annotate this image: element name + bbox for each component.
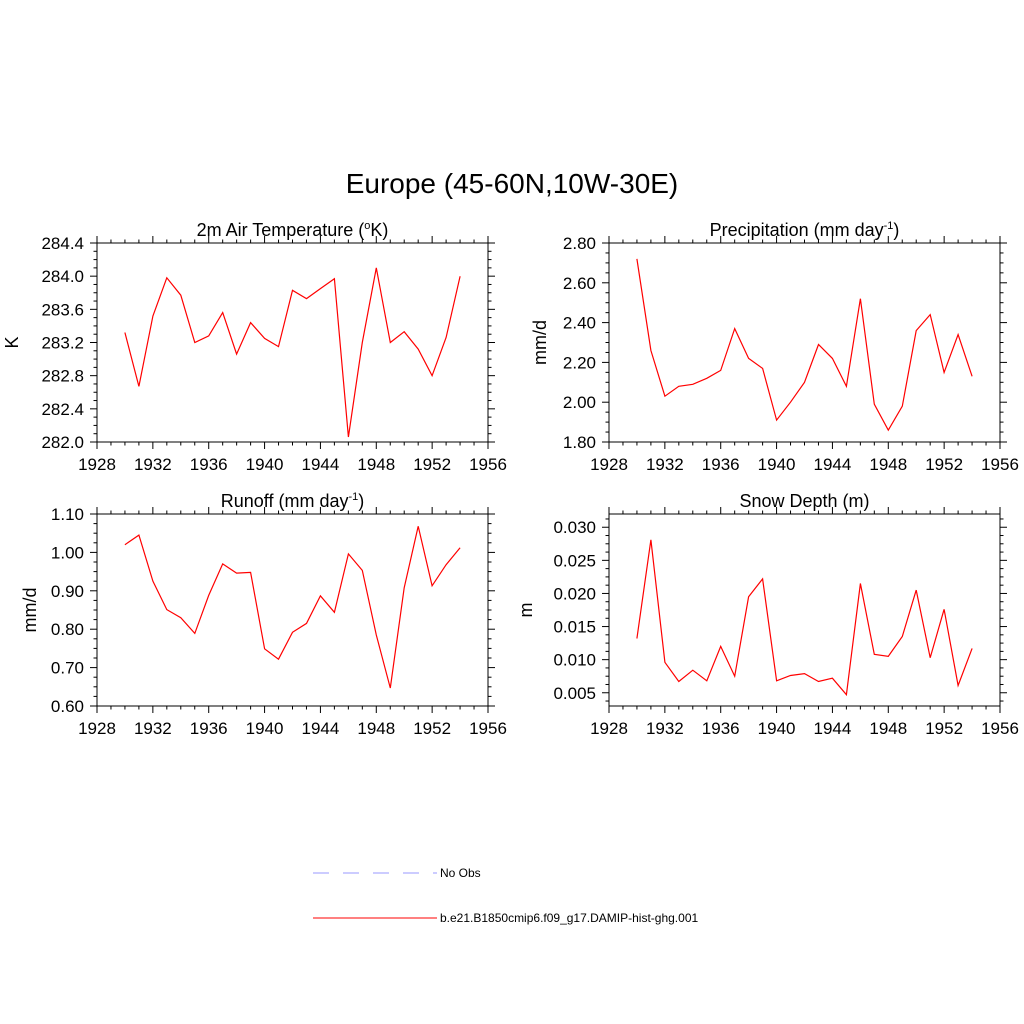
y-tick-label: 0.025 xyxy=(553,551,596,570)
chart-title: Precipitation (mm day-1) xyxy=(710,220,900,240)
y-axis-label: mm/d xyxy=(20,588,40,633)
series-line xyxy=(636,258,973,432)
chart-panel-3: 1928 1932 1936 1940 1944 1948 1952 1956 0.005 0.0… xyxy=(516,491,1019,738)
x-tick-label: 1948 xyxy=(869,719,907,738)
y-tick-label: 282.8 xyxy=(41,367,84,386)
x-tick-label: 1956 xyxy=(981,455,1019,474)
x-tick-label: 1944 xyxy=(302,719,340,738)
y-tick-label: 1.10 xyxy=(51,505,84,524)
x-tick-label: 1948 xyxy=(357,719,395,738)
y-tick-label: 2.20 xyxy=(563,353,596,372)
x-tick-label: 1948 xyxy=(357,455,395,474)
x-tick-label: 1944 xyxy=(814,719,852,738)
y-tick-label: 2.60 xyxy=(563,274,596,293)
x-tick-label: 1936 xyxy=(190,719,228,738)
y-axis-label: K xyxy=(2,336,22,348)
series-line xyxy=(636,539,973,697)
x-tick-label: 1940 xyxy=(246,719,284,738)
y-tick-label: 0.60 xyxy=(51,697,84,716)
x-tick-label: 1944 xyxy=(814,455,852,474)
x-tick-label: 1932 xyxy=(134,455,172,474)
x-tick-label: 1952 xyxy=(413,719,451,738)
x-tick-label: 1928 xyxy=(590,719,628,738)
y-tick-label: 0.010 xyxy=(553,651,596,670)
x-tick-label: 1952 xyxy=(925,719,963,738)
x-tick-label: 1936 xyxy=(702,719,740,738)
chart-title: 2m Air Temperature (oK) xyxy=(197,220,389,240)
y-tick-label: 0.80 xyxy=(51,620,84,639)
y-axis-label: mm/d xyxy=(530,320,550,365)
y-tick-label: 0.90 xyxy=(51,582,84,601)
y-tick-label: 0.030 xyxy=(553,518,596,537)
x-tick-label: 1940 xyxy=(758,455,796,474)
y-tick-label: 282.4 xyxy=(41,400,84,419)
y-tick-label: 2.40 xyxy=(563,314,596,333)
x-tick-label: 1956 xyxy=(469,455,507,474)
chart-panel-2: 1928 1932 1936 1940 1944 1948 1952 1956 0.60 0.70… xyxy=(20,491,507,738)
y-tick-label: 0.70 xyxy=(51,659,84,678)
y-tick-label: 0.005 xyxy=(553,684,596,703)
x-tick-label: 1948 xyxy=(869,455,907,474)
x-tick-label: 1936 xyxy=(702,455,740,474)
y-tick-label: 282.0 xyxy=(41,433,84,452)
chart-title: Runoff (mm day-1) xyxy=(221,491,365,511)
x-tick-label: 1944 xyxy=(302,455,340,474)
x-tick-label: 1932 xyxy=(134,719,172,738)
y-tick-label: 0.015 xyxy=(553,618,596,637)
x-tick-label: 1932 xyxy=(646,719,684,738)
series-line xyxy=(124,526,461,689)
y-tick-label: 2.80 xyxy=(563,234,596,253)
y-tick-label: 284.4 xyxy=(41,234,84,253)
series-line xyxy=(124,267,461,438)
x-tick-label: 1928 xyxy=(78,455,116,474)
chart-panel-1: 1928 1932 1936 1940 1944 1948 1952 1956 1.80 2.00… xyxy=(530,220,1019,474)
x-tick-label: 1940 xyxy=(246,455,284,474)
y-tick-label: 1.00 xyxy=(51,543,84,562)
figure-title: Europe (45-60N,10W-30E) xyxy=(345,168,679,199)
x-tick-label: 1952 xyxy=(925,455,963,474)
y-tick-label: 283.6 xyxy=(41,300,84,319)
x-tick-label: 1936 xyxy=(190,455,228,474)
x-tick-label: 1956 xyxy=(981,719,1019,738)
x-tick-label: 1932 xyxy=(646,455,684,474)
y-tick-label: 0.020 xyxy=(553,584,596,603)
legend-label-model: b.e21.B1850cmip6.f09_g17.DAMIP-hist-ghg.… xyxy=(440,911,699,925)
x-tick-label: 1940 xyxy=(758,719,796,738)
chart-title: Snow Depth (m) xyxy=(739,491,869,511)
y-tick-label: 283.2 xyxy=(41,334,84,353)
y-tick-label: 284.0 xyxy=(41,267,84,286)
y-axis-label: m xyxy=(516,603,536,618)
chart-panel-0: 1928 1932 1936 1940 1944 1948 1952 1956 282.0 282… xyxy=(2,220,507,474)
y-tick-label: 1.80 xyxy=(563,433,596,452)
x-tick-label: 1928 xyxy=(78,719,116,738)
x-tick-label: 1928 xyxy=(590,455,628,474)
x-tick-label: 1956 xyxy=(469,719,507,738)
legend-label-no-obs: No Obs xyxy=(440,866,481,880)
y-tick-label: 2.00 xyxy=(563,393,596,412)
x-tick-label: 1952 xyxy=(413,455,451,474)
